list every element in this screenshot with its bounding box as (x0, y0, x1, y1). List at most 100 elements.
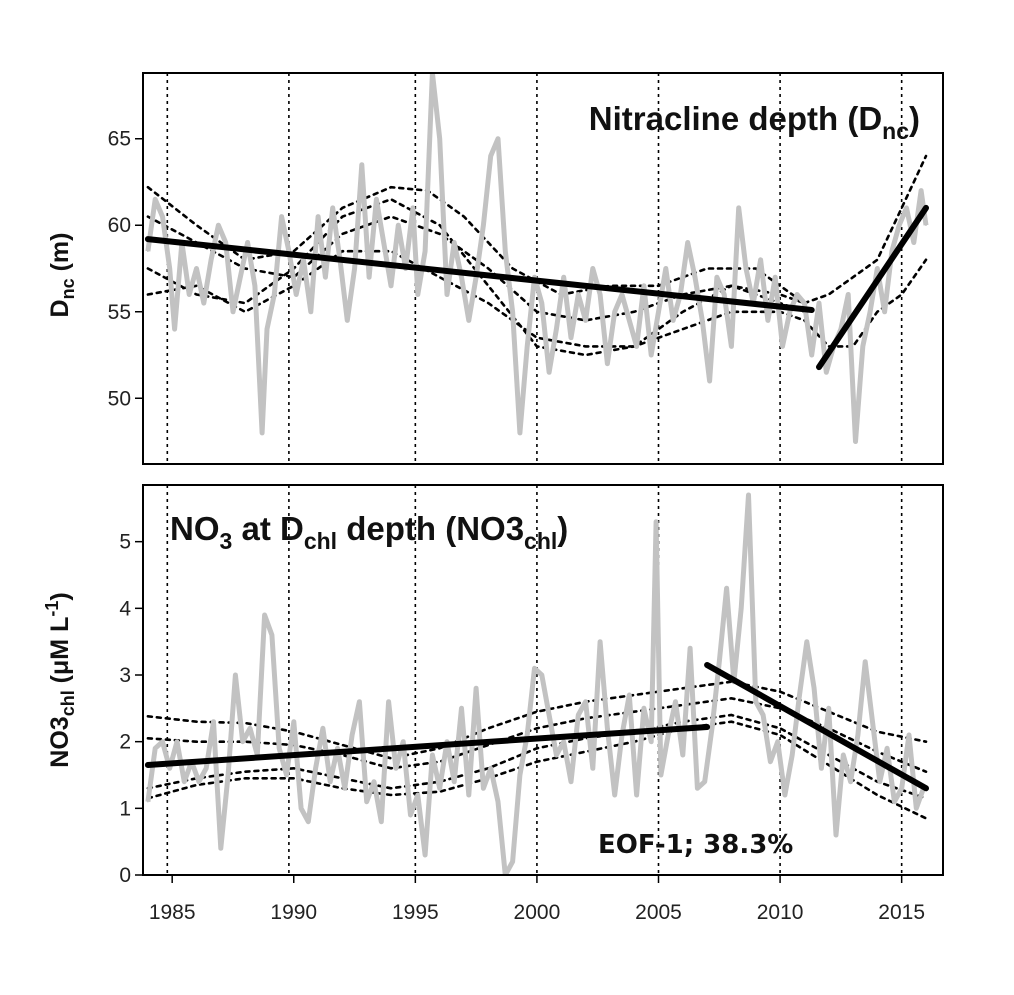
x-tick-label: 2000 (514, 901, 561, 924)
data-point (825, 371, 828, 374)
data-point (570, 336, 572, 339)
data-point (409, 814, 412, 816)
annotation-eof: EOF-1; 38.3% (598, 830, 793, 860)
data-point (224, 241, 227, 244)
data-point (324, 276, 327, 278)
data-point (657, 310, 660, 313)
data-point (285, 774, 288, 776)
trend-lines (144, 204, 929, 371)
data-point (754, 700, 757, 703)
data-point (397, 224, 400, 227)
y-axis: 50 55 60 65 (108, 128, 143, 410)
data-point (273, 293, 276, 296)
data-point (382, 241, 385, 244)
data-point (176, 740, 178, 743)
data-point (416, 293, 419, 296)
data-point (254, 285, 256, 287)
panel-title: NO3 at Dchl depth (NO3chl) (170, 510, 568, 554)
data-point (776, 740, 779, 743)
data-point (205, 767, 208, 770)
data-point (188, 293, 191, 296)
data-point (864, 660, 866, 663)
data-point (346, 319, 349, 322)
data-point (898, 224, 901, 227)
data-point (555, 328, 558, 330)
data-point (781, 345, 784, 348)
data-point (854, 440, 857, 443)
x-tick-label: 2005 (635, 901, 682, 924)
data-point (740, 607, 742, 610)
data-point (460, 707, 463, 710)
data-point (446, 293, 448, 296)
data-point (835, 834, 837, 836)
y-axis-label: NO3chl (μM L-1) (42, 592, 78, 767)
data-point (195, 267, 198, 270)
data-point (725, 587, 728, 590)
data-point (154, 747, 156, 750)
data-point (784, 794, 786, 796)
data-point (650, 740, 653, 743)
data-point (606, 362, 609, 365)
data-point (424, 250, 426, 252)
data-point (154, 198, 156, 201)
data-point (351, 734, 353, 736)
data-point (271, 634, 273, 636)
data-point (460, 276, 463, 278)
data-point (570, 780, 572, 783)
data-point (767, 319, 769, 322)
trend-line (144, 724, 711, 768)
data-point (307, 820, 310, 823)
data-point (667, 734, 670, 736)
data-point (592, 267, 594, 270)
data-point (650, 354, 653, 356)
data-point (482, 787, 485, 790)
data-point (263, 614, 266, 616)
data-point (762, 714, 764, 716)
data-point (737, 207, 740, 209)
data-point (280, 215, 283, 218)
data-point (759, 259, 762, 261)
data-point (147, 800, 149, 803)
data-point (548, 714, 550, 716)
y-tick-label: 3 (119, 664, 131, 687)
data-point (504, 250, 507, 252)
observed-series-line (145, 492, 926, 875)
plot-frame (142, 72, 944, 465)
data-point (246, 241, 249, 244)
trend-line (816, 204, 929, 371)
data-point (380, 820, 383, 823)
data-point (813, 687, 815, 690)
data-point (891, 250, 893, 252)
data-point (468, 319, 470, 322)
data-point (314, 767, 317, 770)
data-point (368, 276, 370, 278)
data-point (353, 267, 356, 270)
data-point (577, 293, 580, 296)
data-point (674, 700, 677, 703)
y-axis: 0 1 2 3 4 5 (119, 531, 143, 887)
data-point (613, 794, 616, 796)
data-point (643, 707, 645, 710)
data-point (686, 241, 689, 244)
data-point (344, 787, 346, 790)
data-point (390, 285, 392, 287)
data-point (482, 224, 485, 227)
data-point (497, 137, 499, 140)
data-point (511, 860, 514, 863)
data-point (701, 319, 704, 322)
data-point (592, 767, 594, 770)
data-point (847, 293, 849, 296)
data-point (212, 720, 215, 723)
data-point (402, 740, 404, 743)
data-point (322, 727, 324, 730)
data-point (774, 276, 777, 278)
data-point (210, 259, 212, 261)
data-point (526, 734, 528, 736)
data-point (857, 734, 859, 736)
data-point (168, 767, 171, 770)
vertical-reference-lines (166, 73, 903, 464)
interval-line (803, 154, 928, 305)
data-point (818, 302, 820, 304)
data-point (249, 727, 251, 730)
data-point (295, 293, 297, 296)
